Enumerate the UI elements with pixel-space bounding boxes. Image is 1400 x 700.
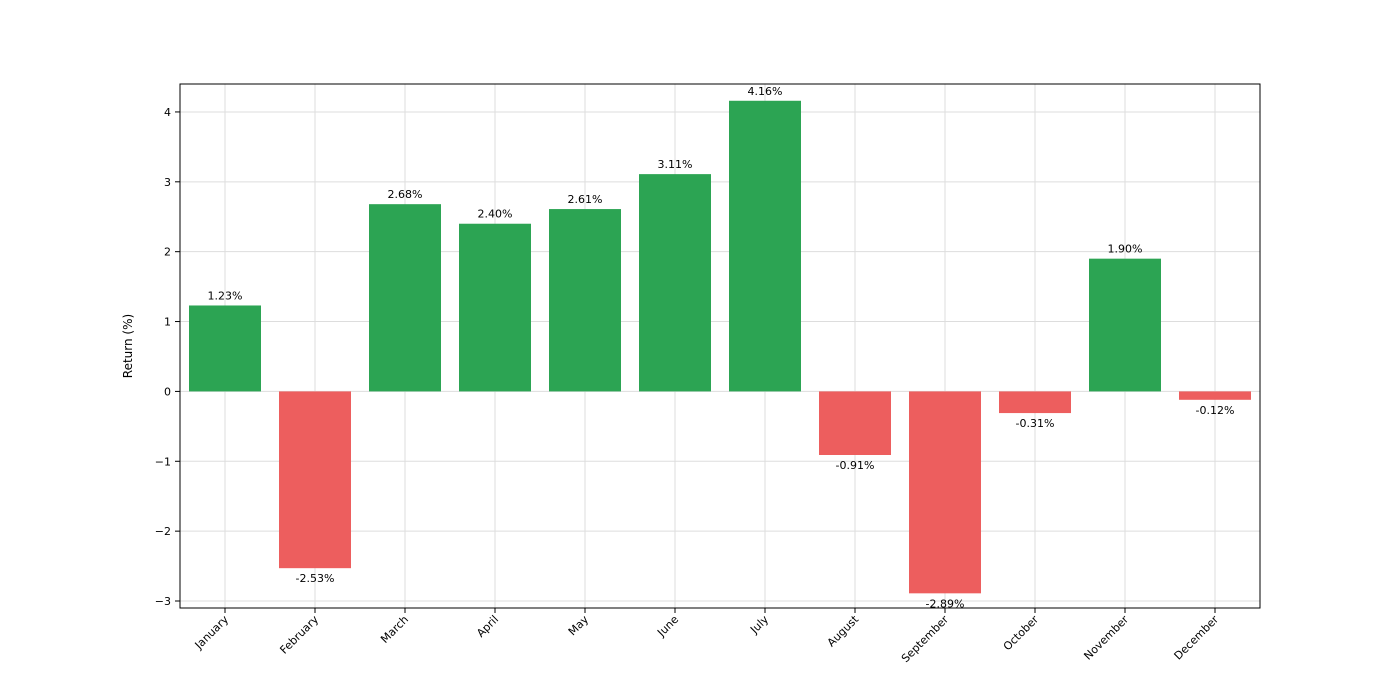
bar-value-label: -0.31% <box>1016 417 1055 430</box>
x-tick-label: March <box>378 613 411 646</box>
y-tick-label: −2 <box>155 525 171 538</box>
bar <box>999 391 1071 413</box>
x-tick-label: June <box>654 613 681 640</box>
bar-value-label: 2.68% <box>388 188 423 201</box>
bar <box>639 174 711 391</box>
bar <box>549 209 621 391</box>
bar-value-label: 1.90% <box>1108 243 1143 256</box>
x-tick-label: September <box>899 613 952 666</box>
bar-value-label: 3.11% <box>658 158 693 171</box>
y-tick-label: 3 <box>164 176 171 189</box>
bar <box>819 391 891 455</box>
bar <box>1089 259 1161 392</box>
x-tick-label: July <box>747 613 771 637</box>
y-tick-label: 4 <box>164 106 171 119</box>
bar <box>279 391 351 568</box>
x-tick-label: October <box>1001 613 1042 654</box>
y-tick-label: −1 <box>155 455 171 468</box>
bar <box>189 305 261 391</box>
bar-value-label: 1.23% <box>208 289 243 302</box>
y-tick-label: −3 <box>155 595 171 608</box>
bar <box>1179 391 1251 399</box>
bar-value-label: -2.53% <box>296 572 335 585</box>
bar-value-label: -0.91% <box>836 459 875 472</box>
x-tick-label: November <box>1081 613 1131 663</box>
bar-value-label: 4.16% <box>748 85 783 98</box>
bar-value-label: -0.12% <box>1196 404 1235 417</box>
bar-value-label: 2.61% <box>568 193 603 206</box>
x-tick-label: February <box>277 613 321 657</box>
bar <box>729 101 801 392</box>
y-tick-label: 2 <box>164 246 171 259</box>
x-tick-label: January <box>192 613 232 653</box>
bar <box>459 224 531 392</box>
bar <box>369 204 441 391</box>
y-tick-label: 0 <box>164 385 171 398</box>
bar-value-label: 2.40% <box>478 208 513 221</box>
x-tick-label: December <box>1172 613 1222 663</box>
x-tick-label: April <box>474 613 501 640</box>
x-tick-label: May <box>566 613 592 639</box>
bar <box>909 391 981 593</box>
y-tick-label: 1 <box>164 316 171 329</box>
x-tick-label: August <box>825 612 862 649</box>
y-axis-label: Return (%) <box>121 314 135 378</box>
monthly-returns-chart: 1.23% -2.53% 2.68% 2.40% 2.61% 3.11% 4.16% -0.9… <box>0 0 1400 700</box>
